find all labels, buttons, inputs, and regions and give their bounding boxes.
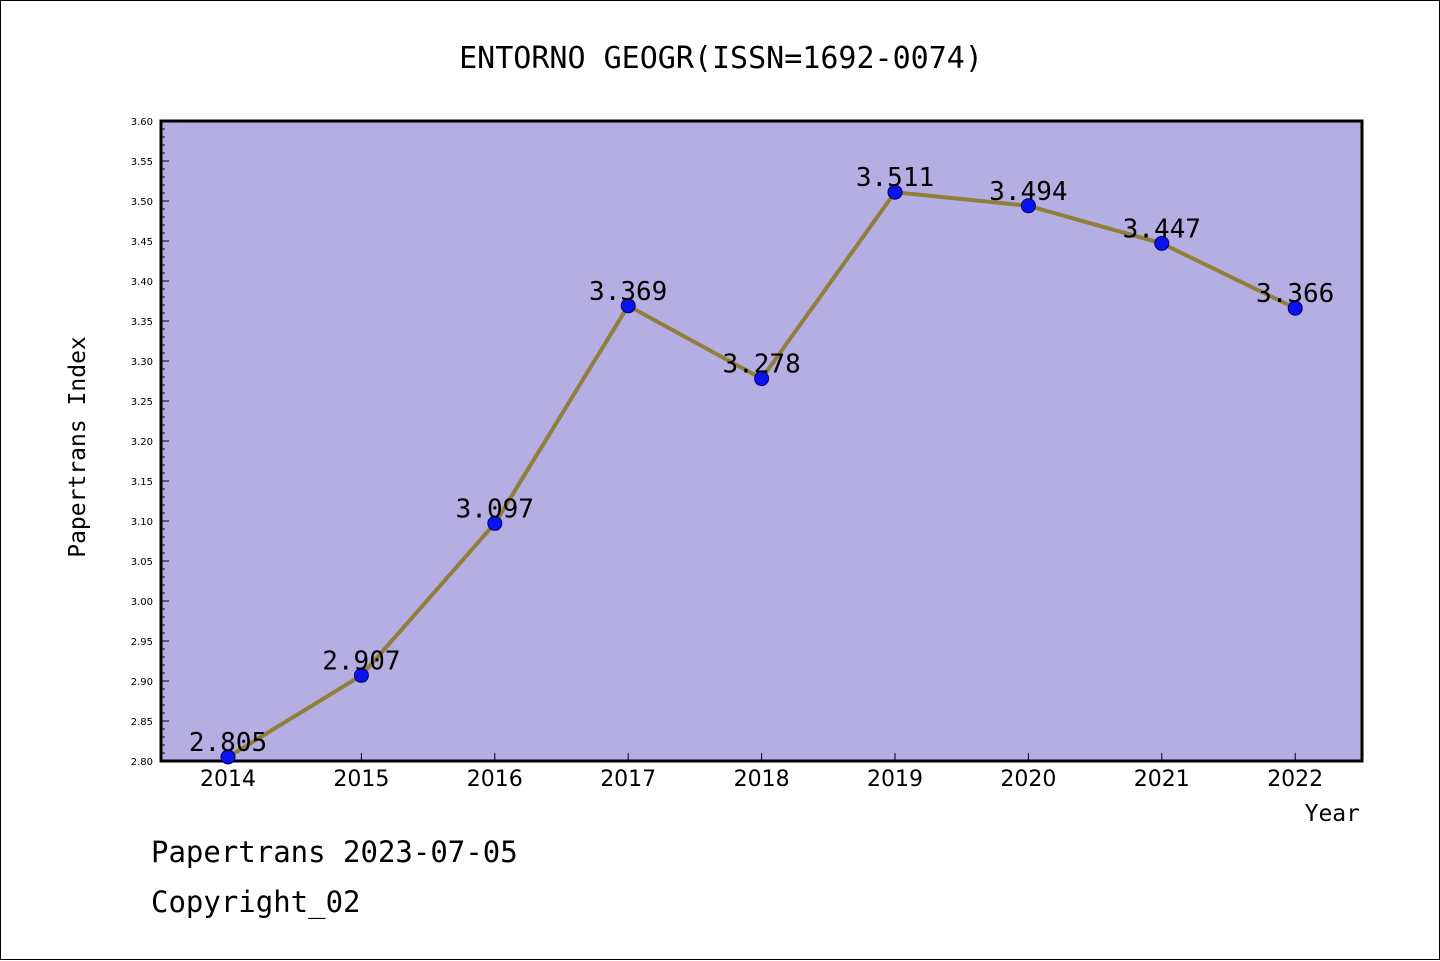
data-label: 3.369 [589,277,667,307]
x-tick-label: 2020 [1000,767,1056,792]
data-markers [220,184,1303,765]
x-axis-label: Year [1305,801,1360,827]
data-point [1020,198,1036,214]
data-label: 2.805 [189,728,267,758]
footer-copyright: Copyright_02 [151,885,361,919]
y-tick-label: 3.40 [131,277,153,288]
y-axis-ticks: 2.80 2.85 2.90 2.95 3.00 3.05 3.10 3.15 3.20 3.25… [131,117,169,768]
y-tick-label: 2.95 [131,637,153,648]
data-point [620,298,636,314]
data-point [220,749,236,765]
data-point [353,667,369,683]
x-axis-ticks: 2014 2015 2016 2017 2018 2019 2020 2021 2022 [200,753,1323,792]
y-tick-label: 3.35 [131,317,153,328]
x-tick-label: 2018 [734,767,790,792]
y-tick-label: 2.90 [131,677,153,688]
y-tick-label: 3.05 [131,557,153,568]
y-tick-label: 3.50 [131,197,153,208]
y-axis-label: Papertrans Index [65,336,91,558]
chart-title: ENTORNO GEOGR(ISSN=1692-0074) [459,41,983,76]
x-tick-label: 2016 [467,767,523,792]
data-label: 3.097 [456,494,534,524]
y-tick-label: 3.60 [131,117,153,128]
y-tick-label: 3.00 [131,597,153,608]
data-point [1154,235,1170,251]
data-label: 3.511 [856,163,934,193]
data-point [487,515,503,531]
y-tick-label: 3.10 [131,517,153,528]
y-tick-label: 3.30 [131,357,153,368]
data-point [887,184,903,200]
data-label: 3.447 [1123,214,1201,244]
x-tick-label: 2019 [867,767,923,792]
x-tick-label: 2021 [1134,767,1190,792]
y-tick-label: 3.20 [131,437,153,448]
data-label: 3.494 [989,177,1067,207]
y-tick-label: 3.15 [131,477,153,488]
y-tick-label: 2.80 [131,757,153,768]
footer-date: Papertrans 2023-07-05 [151,835,518,869]
x-tick-label: 2015 [333,767,389,792]
data-point [1287,300,1303,316]
plot-area [159,119,1364,763]
y-tick-label: 2.85 [131,717,153,728]
x-tick-label: 2022 [1267,767,1323,792]
data-labels: 2.805 2.907 3.097 3.369 3.278 3.511 3.494 3.447… [189,163,1334,758]
data-label: 2.907 [322,646,400,676]
y-tick-label: 3.55 [131,157,153,168]
data-label: 3.278 [722,350,800,380]
data-point [754,371,770,387]
data-label: 3.366 [1256,279,1334,309]
y-tick-label: 3.25 [131,397,153,408]
x-tick-label: 2014 [200,767,256,792]
x-tick-label: 2017 [600,767,656,792]
y-tick-label: 3.45 [131,237,153,248]
